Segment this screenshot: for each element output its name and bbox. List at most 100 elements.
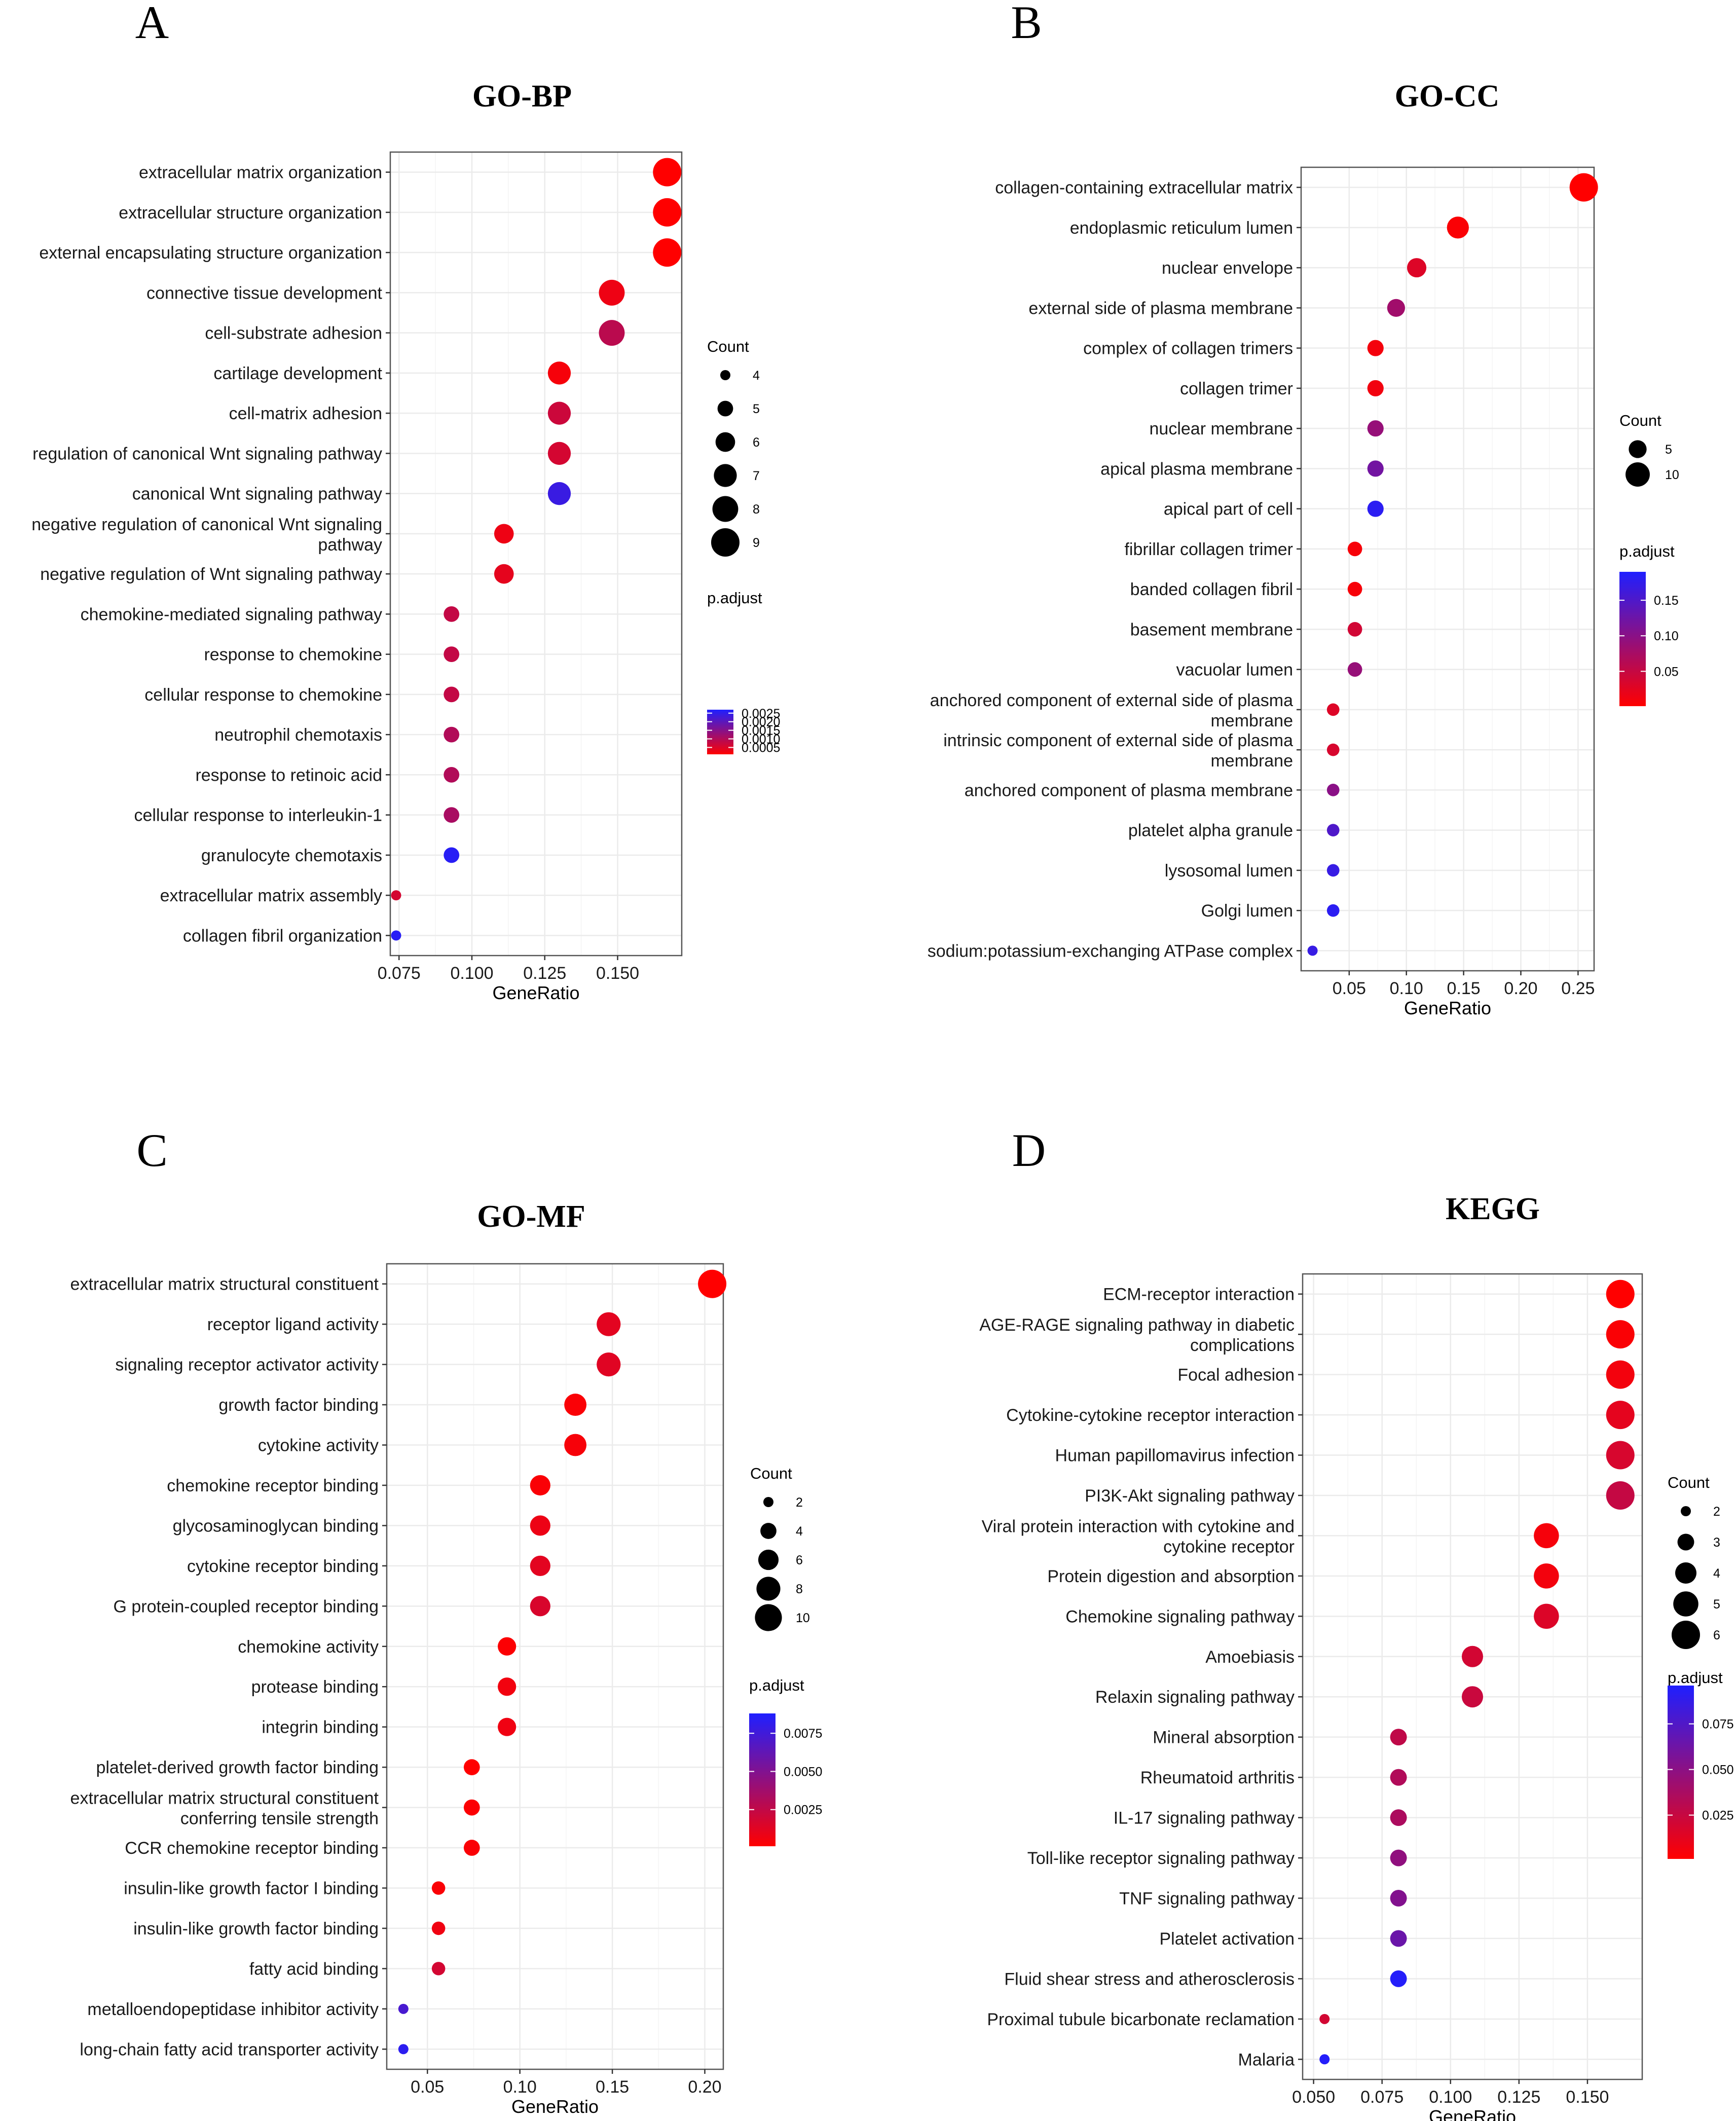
category-label-line: apical part of cell (1164, 500, 1293, 519)
category-label: anchored component of external side of p… (930, 691, 1293, 730)
data-point (1606, 1401, 1635, 1430)
data-point (463, 1759, 480, 1775)
category-label-line: extracellular matrix structural constitu… (70, 1789, 379, 1808)
category-label-line: cartilage development (213, 364, 382, 383)
data-point (1326, 703, 1340, 716)
color-legend-label: 0.075 (1702, 1717, 1734, 1732)
category-label-line: extracellular structure organization (119, 203, 382, 223)
color-legend-label: 0.0050 (784, 1765, 822, 1779)
category-label: nuclear envelope (1162, 259, 1293, 278)
color-legend-label: 0.0015 (742, 724, 780, 738)
color-legend-label: 0.0020 (742, 715, 780, 729)
category-label: Fluid shear stress and atherosclerosis (1004, 1969, 1295, 1989)
data-point (1347, 622, 1362, 637)
data-points (391, 158, 682, 941)
size-legend-label: 5 (753, 402, 760, 416)
x-tick-label: 0.050 (1292, 2088, 1335, 2107)
data-point (444, 847, 460, 863)
data-point (1390, 1849, 1407, 1867)
category-label-line: connective tissue development (146, 283, 382, 303)
category-label: Golgi lumen (1201, 901, 1293, 921)
category-label-line: long-chain fatty acid transporter activi… (80, 2040, 379, 2059)
color-legend-title: p.adjust (749, 1676, 804, 1694)
color-legend-title: p.adjust (1668, 1669, 1723, 1687)
data-point (1390, 1890, 1407, 1907)
category-label-line: chemokine receptor binding (167, 1476, 379, 1495)
category-label: Focal adhesion (1177, 1366, 1295, 1385)
data-point (1326, 864, 1340, 877)
x-tick-label: 0.150 (1566, 2088, 1609, 2107)
x-axis-title: GeneRatio (492, 982, 579, 1003)
category-label: collagen trimer (1180, 379, 1293, 398)
data-point (564, 1434, 587, 1456)
data-point (530, 1555, 550, 1576)
category-label-line: canonical Wnt signaling pathway (132, 485, 382, 504)
category-label-line: Rheumatoid arthritis (1140, 1768, 1295, 1787)
data-point (1319, 2054, 1330, 2065)
data-point (1534, 1603, 1559, 1629)
color-legend-bar (1668, 1686, 1694, 1859)
data-point (547, 482, 571, 505)
data-point (653, 158, 682, 187)
data-point (444, 606, 460, 622)
data-point (547, 401, 571, 425)
data-point (1390, 1930, 1407, 1947)
category-label: cellular response to chemokine (144, 685, 382, 705)
category-label: vacuolar lumen (1176, 661, 1293, 680)
category-label: cell-matrix adhesion (229, 404, 382, 423)
category-label-line: fatty acid binding (249, 1959, 379, 1979)
category-label-line: insulin-like growth factor I binding (124, 1879, 379, 1898)
data-point (498, 1677, 516, 1696)
category-label: ECM-receptor interaction (1103, 1285, 1295, 1304)
color-legend-label: 0.0025 (742, 707, 780, 721)
category-label-line: regulation of canonical Wnt signaling pa… (32, 444, 382, 463)
data-point (444, 686, 460, 703)
category-label: extracellular matrix organization (139, 163, 382, 182)
data-point (547, 361, 571, 385)
category-label-line: response to chemokine (204, 645, 382, 665)
category-label-line: cell-substrate adhesion (205, 324, 382, 343)
color-legend-label: 0.0005 (742, 741, 780, 755)
category-label-line: apical plasma membrane (1100, 459, 1293, 479)
category-label: collagen fibril organization (183, 926, 382, 945)
category-label: cartilage development (213, 364, 382, 383)
data-point (498, 1637, 516, 1656)
category-label-line: intrinsic component of external side of … (943, 731, 1293, 750)
color-legend-label: 0.025 (1702, 1809, 1734, 1823)
category-label-line: cell-matrix adhesion (229, 404, 382, 423)
data-point (1326, 784, 1340, 796)
size-legend-dot (712, 496, 738, 522)
color-legend-bar (707, 710, 733, 754)
category-label: signaling receptor activator activity (115, 1356, 379, 1375)
category-label-line: Mineral absorption (1153, 1728, 1295, 1747)
color-legend-label: 0.050 (1702, 1763, 1734, 1777)
size-legend-title: Count (1668, 1474, 1710, 1491)
data-point (431, 1921, 446, 1935)
color-legend-label: 0.10 (1654, 629, 1679, 643)
category-label-line: cytokine receptor (1163, 1537, 1295, 1556)
category-label-line: anchored component of plasma membrane (965, 781, 1293, 800)
data-point (444, 726, 460, 743)
x-tick-label: 0.20 (1504, 979, 1537, 998)
data-point (1367, 420, 1384, 437)
size-legend-dot (1629, 440, 1647, 458)
size-legend-label: 6 (1713, 1628, 1720, 1642)
category-label-line: collagen trimer (1180, 379, 1293, 398)
category-label: Amoebiasis (1205, 1648, 1295, 1667)
size-legend-label: 4 (753, 369, 760, 383)
category-label: receptor ligand activity (207, 1315, 379, 1334)
grid (390, 152, 682, 956)
category-label: external side of plasma membrane (1028, 299, 1293, 318)
category-label: regulation of canonical Wnt signaling pa… (32, 444, 382, 463)
category-label-line: extracellular matrix organization (139, 163, 382, 182)
data-point (1390, 1809, 1407, 1826)
category-label-line: sodium:potassium-exchanging ATPase compl… (928, 941, 1293, 961)
panel-title: GO-MF (477, 1199, 585, 1234)
category-label-line: Cytokine-cytokine receptor interaction (1006, 1406, 1295, 1425)
size-legend-dot (760, 1523, 777, 1539)
size-legend-label: 9 (753, 536, 760, 550)
color-legend-label: 0.0075 (784, 1727, 822, 1741)
data-point (398, 2003, 409, 2014)
x-tick-label: 0.20 (688, 2077, 721, 2097)
x-tick-label: 0.10 (1390, 979, 1423, 998)
